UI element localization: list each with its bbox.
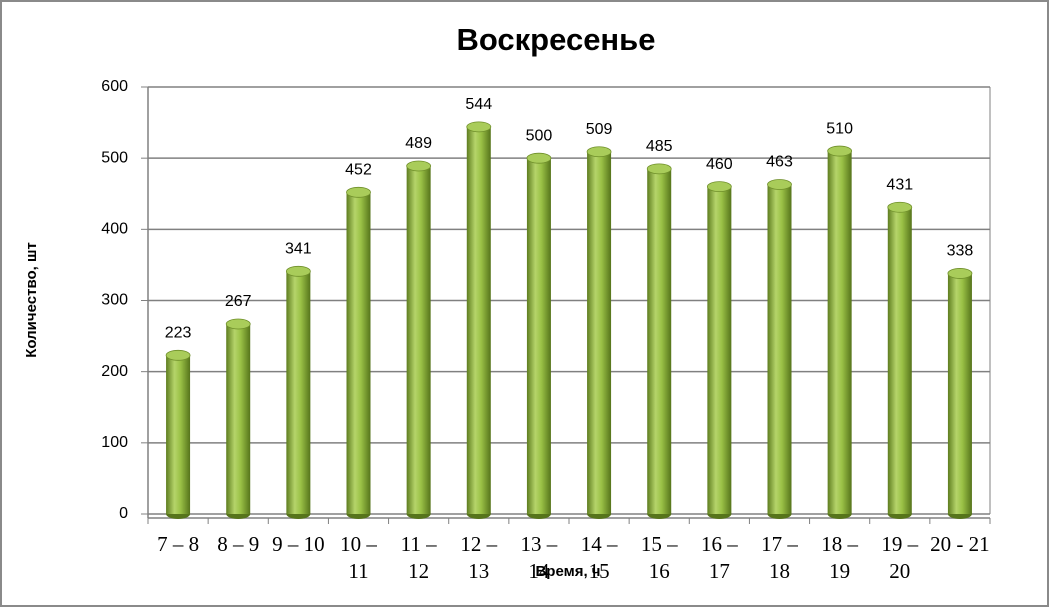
- y-tick-label: 400: [101, 221, 128, 238]
- x-tick-label: 8 – 9: [217, 532, 260, 556]
- bar: [887, 207, 912, 514]
- y-tick-label: 300: [101, 292, 128, 309]
- bar: [647, 168, 672, 514]
- bar-top: [586, 146, 612, 158]
- bar-top: [887, 201, 913, 213]
- x-tick-label: 15 – 16: [640, 532, 678, 583]
- y-tick-label: 600: [101, 78, 128, 95]
- y-axis-label: Количество, шт: [23, 242, 40, 358]
- value-label: 500: [526, 127, 553, 144]
- bar: [707, 186, 732, 514]
- bar-top: [827, 145, 853, 157]
- bar: [406, 165, 431, 514]
- value-label: 460: [706, 156, 733, 173]
- x-tick-label: 19 – 20: [881, 532, 919, 583]
- value-label: 544: [465, 96, 492, 113]
- value-label: 267: [225, 293, 252, 310]
- bar: [767, 184, 792, 514]
- x-tick-label: 18 – 19: [821, 532, 859, 583]
- bar: [166, 355, 191, 514]
- bar: [286, 271, 311, 514]
- bar-top: [767, 179, 792, 190]
- value-label: 223: [165, 325, 192, 342]
- value-label: 338: [947, 243, 974, 260]
- bar-top: [706, 181, 732, 193]
- bar: [827, 151, 852, 515]
- bar: [526, 158, 551, 514]
- value-label: 463: [766, 154, 793, 171]
- x-tick-label: 14 – 15: [580, 532, 618, 583]
- x-tick-label: 13 – 14: [520, 532, 558, 583]
- x-tick-label: 12 – 13: [460, 532, 498, 583]
- x-tick-label: 10 – 11: [340, 532, 377, 583]
- value-label: 431: [886, 176, 913, 193]
- chart-title: Воскресенье: [457, 22, 656, 57]
- value-label: 341: [285, 241, 312, 258]
- x-tick-label: 17 – 18: [761, 532, 798, 583]
- x-tick-label: 7 – 8: [157, 532, 200, 556]
- x-tick-label: 9 – 10: [272, 532, 325, 556]
- x-tick-label: 11 – 12: [400, 532, 437, 583]
- bar: [226, 323, 251, 514]
- bar-top: [225, 318, 251, 330]
- bar-top: [646, 163, 672, 175]
- bar: [947, 273, 972, 514]
- bar: [587, 151, 612, 515]
- bar-top: [406, 160, 432, 172]
- value-label: 452: [345, 162, 372, 179]
- value-label: 485: [646, 138, 673, 155]
- y-tick-label: 0: [119, 505, 128, 522]
- bar-top: [526, 152, 552, 164]
- bar: [346, 192, 371, 514]
- y-tick-label: 200: [101, 363, 128, 380]
- bar-top: [285, 265, 311, 277]
- x-axis-label: Время, ч: [535, 563, 600, 580]
- bar-top: [165, 349, 191, 361]
- value-label: 509: [586, 121, 613, 138]
- x-tick-label: 16 – 17: [700, 532, 738, 583]
- bar-top: [466, 121, 492, 133]
- bar-top: [346, 186, 371, 198]
- x-tick-label: 20 - 21: [930, 532, 990, 556]
- value-label: 510: [826, 120, 853, 137]
- bar: [466, 126, 491, 514]
- bar-top: [947, 268, 973, 279]
- y-tick-label: 500: [101, 149, 128, 166]
- value-label: 489: [405, 135, 432, 152]
- y-tick-label: 100: [101, 434, 128, 451]
